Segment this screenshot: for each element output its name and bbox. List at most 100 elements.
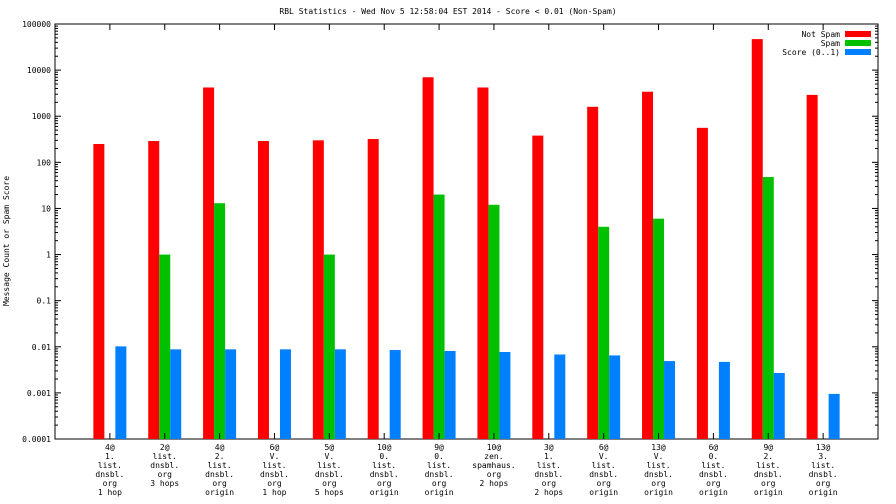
bar-not-spam — [422, 77, 434, 439]
y-tick-label: 1 — [46, 251, 51, 260]
x-category-label: 5@ — [325, 443, 335, 452]
bar-score-0-1 — [718, 361, 730, 439]
y-axis: 100000 10000 1000 100 10 1 0.1 0.01 0.001 0.0001 — [22, 20, 878, 444]
bar-not-spam — [642, 91, 654, 439]
x-category-label: dnsbl. — [150, 461, 179, 470]
bar-not-spam — [806, 94, 818, 439]
x-category-label: dnsbl. — [809, 470, 838, 479]
x-category-label: 1 hop — [98, 488, 122, 497]
bar-score-0-1 — [664, 361, 676, 439]
x-category-label: 2. — [215, 452, 225, 461]
x-category-label: list. — [262, 461, 286, 470]
x-category-label: dnsbl. — [589, 470, 618, 479]
x-category-label: org — [487, 470, 502, 479]
x-category-label: origin — [754, 488, 783, 497]
bar-spam — [762, 177, 774, 439]
x-category-label: org — [103, 479, 118, 488]
bar-not-spam — [477, 87, 489, 439]
x-category-label: 10@ — [487, 443, 502, 452]
x-category-label: V. — [654, 452, 664, 461]
x-category-label: dnsbl. — [425, 470, 454, 479]
x-category-label: list. — [208, 461, 232, 470]
y-tick-label: 0.01 — [32, 343, 51, 352]
bar-not-spam — [203, 87, 215, 439]
x-category-label: 2 hops — [534, 488, 563, 497]
x-category-label: dnsbl. — [205, 470, 234, 479]
legend-swatch — [845, 40, 871, 46]
x-category-label: dnsbl. — [534, 470, 563, 479]
bar-score-0-1 — [170, 349, 182, 439]
x-category-label: 5 hops — [315, 488, 344, 497]
x-category-label: org — [596, 479, 611, 488]
x-category-label: 6@ — [709, 443, 719, 452]
legend-swatch — [845, 31, 871, 37]
bar-score-0-1 — [225, 349, 237, 439]
y-tick-label: 0.1 — [37, 297, 52, 306]
bar-spam — [488, 204, 500, 439]
x-category-label: 3 hops — [150, 479, 179, 488]
x-category-label: 0. — [709, 452, 719, 461]
bar-score-0-1 — [554, 354, 566, 439]
x-category-label: 1. — [105, 452, 115, 461]
bar-score-0-1 — [828, 393, 840, 439]
bar-score-0-1 — [115, 346, 127, 439]
bar-series-group — [93, 39, 840, 439]
x-category-label: origin — [589, 488, 618, 497]
y-tick-label: 0.0001 — [22, 435, 51, 444]
x-category-label: org — [322, 479, 337, 488]
x-category-label: origin — [425, 488, 454, 497]
y-tick-label: 100 — [37, 158, 52, 167]
y-tick-label: 1000 — [32, 112, 51, 121]
bar-score-0-1 — [279, 349, 291, 439]
bar-spam — [653, 218, 665, 439]
x-category-label: 1. — [544, 452, 554, 461]
bar-spam — [598, 226, 610, 439]
x-category-label: origin — [699, 488, 728, 497]
y-tick-label: 10 — [41, 204, 51, 213]
x-category-label: dnsbl. — [754, 470, 783, 479]
x-category-label: list. — [317, 461, 341, 470]
x-category-label: 2@ — [160, 443, 170, 452]
legend-label: Spam — [821, 39, 840, 48]
bar-not-spam — [751, 39, 763, 439]
x-category-label: list. — [592, 461, 616, 470]
x-category-label: V. — [325, 452, 335, 461]
bar-score-0-1 — [499, 352, 511, 439]
bar-not-spam — [93, 143, 105, 439]
x-category-label: org — [761, 479, 776, 488]
bar-not-spam — [696, 127, 708, 439]
x-category-label: org — [706, 479, 721, 488]
x-category-label: list. — [811, 461, 835, 470]
x-category-label: origin — [809, 488, 838, 497]
bar-score-0-1 — [773, 372, 785, 439]
x-category-label: V. — [599, 452, 609, 461]
x-category-label: list. — [701, 461, 725, 470]
x-category-label: 6@ — [270, 443, 280, 452]
x-category-label: list. — [153, 452, 177, 461]
y-axis-title: Message Count or Spam Score — [2, 176, 11, 306]
bar-spam — [433, 194, 445, 439]
bar-spam — [214, 203, 226, 439]
x-category-label: org — [542, 479, 557, 488]
x-category-label: dnsbl. — [370, 470, 399, 479]
x-category-label: 9@ — [434, 443, 444, 452]
bar-spam — [323, 254, 335, 439]
plot-frame — [54, 23, 879, 440]
x-category-label: org — [432, 479, 447, 488]
x-category-label: dnsbl. — [95, 470, 124, 479]
x-category-label: 3@ — [544, 443, 554, 452]
x-category-label: V. — [270, 452, 280, 461]
x-category-label: 6@ — [599, 443, 609, 452]
x-category-label: org — [158, 470, 173, 479]
x-category-label: list. — [98, 461, 122, 470]
x-category-label: 13@ — [651, 443, 666, 452]
bar-not-spam — [587, 106, 599, 439]
x-category-label: list. — [427, 461, 451, 470]
x-category-label: org — [651, 479, 666, 488]
x-category-label: 3. — [818, 452, 828, 461]
x-category-label: 2. — [763, 452, 773, 461]
x-category-label: origin — [205, 488, 234, 497]
